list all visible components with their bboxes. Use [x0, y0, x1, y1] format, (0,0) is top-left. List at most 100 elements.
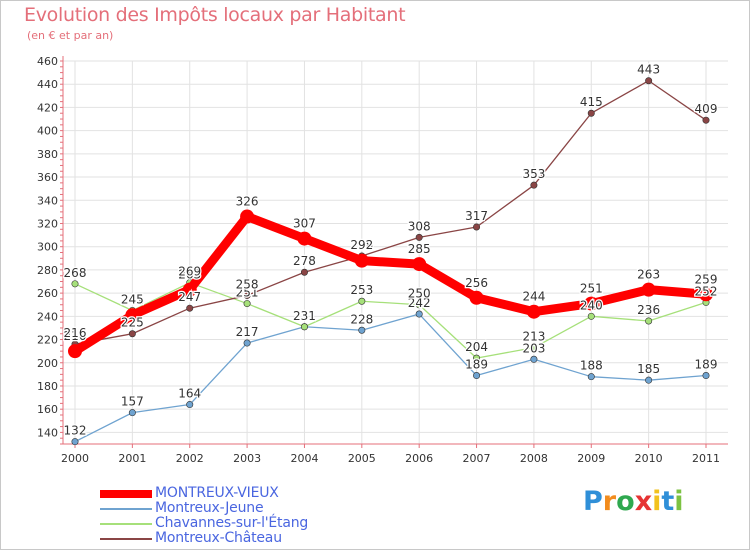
data-point — [240, 209, 255, 224]
data-point — [530, 355, 538, 363]
y-tick-label: 460 — [37, 55, 58, 68]
legend-label: Montreux-Jeune — [155, 500, 264, 516]
data-point — [587, 312, 595, 320]
data-label: 285 — [408, 242, 431, 256]
y-tick-label: 300 — [37, 241, 58, 254]
data-label: 326 — [236, 195, 259, 209]
data-point — [473, 223, 481, 231]
data-label: 247 — [178, 290, 201, 304]
data-label: 244 — [522, 290, 545, 304]
y-tick-label: 400 — [37, 125, 58, 138]
data-point — [71, 280, 79, 288]
legend-swatch — [100, 522, 152, 525]
x-tick-label: 2005 — [348, 452, 376, 465]
data-point — [530, 181, 538, 189]
data-label: 250 — [408, 287, 431, 301]
series-line — [74, 80, 707, 345]
data-label: 185 — [637, 362, 660, 376]
data-point — [702, 372, 710, 380]
data-label: 236 — [637, 303, 660, 317]
data-label: 210 — [64, 329, 87, 343]
legend-swatch — [100, 507, 152, 510]
data-point — [358, 297, 366, 305]
data-label: 263 — [637, 268, 660, 282]
y-tick-label: 380 — [37, 148, 58, 161]
x-tick-label: 2002 — [176, 452, 204, 465]
data-point — [125, 308, 140, 323]
data-point — [186, 401, 194, 409]
data-label: 269 — [178, 265, 201, 279]
y-tick-label: 440 — [37, 78, 58, 91]
data-point — [587, 109, 595, 117]
data-label: 216 — [64, 326, 87, 340]
y-tick-label: 260 — [37, 287, 58, 300]
data-point — [128, 409, 136, 417]
data-label: 132 — [64, 424, 87, 438]
legend-item: MONTREUX-VIEUX — [100, 486, 308, 501]
data-label: 217 — [236, 325, 259, 339]
data-point — [473, 372, 481, 380]
data-point — [469, 290, 484, 305]
data-point — [300, 323, 308, 331]
data-label: 409 — [695, 102, 718, 116]
data-point — [699, 287, 713, 302]
data-point — [415, 233, 423, 241]
x-tick-label: 2000 — [61, 452, 89, 465]
data-point — [182, 282, 197, 297]
data-point — [587, 373, 595, 381]
data-point — [584, 296, 599, 311]
data-point — [526, 304, 541, 319]
data-point — [415, 310, 423, 318]
data-label: 189 — [465, 358, 488, 372]
data-point — [358, 326, 366, 334]
x-tick-label: 2008 — [520, 452, 548, 465]
logo-letter: t — [661, 486, 675, 517]
y-tick-label: 200 — [37, 357, 58, 370]
chart-title: Evolution des Impôts locaux par Habitant — [24, 4, 406, 26]
data-point — [412, 257, 427, 272]
data-label: 308 — [408, 219, 431, 233]
data-point — [71, 438, 79, 446]
logo-letter: i — [674, 486, 684, 517]
proxiti-logo: Proxiti — [583, 486, 684, 517]
data-point — [243, 291, 251, 299]
data-label: 164 — [178, 387, 201, 401]
x-tick-label: 2009 — [577, 452, 605, 465]
data-label: 189 — [695, 358, 718, 372]
x-tick-label: 2003 — [233, 452, 261, 465]
chart-subtitle: (en € et par an) — [27, 29, 114, 42]
data-label: 253 — [350, 283, 373, 297]
y-tick-label: 320 — [37, 217, 58, 230]
data-point — [415, 301, 423, 309]
y-tick-label: 360 — [37, 171, 58, 184]
data-label: 228 — [350, 312, 373, 326]
logo-letter: x — [634, 486, 653, 517]
data-label: 252 — [695, 284, 718, 298]
y-tick-label: 240 — [37, 310, 58, 323]
y-tick-label: 140 — [37, 426, 58, 439]
data-label: 263 — [178, 268, 201, 282]
data-point — [300, 268, 308, 276]
data-point — [186, 304, 194, 312]
data-label: 443 — [637, 63, 660, 77]
data-label: 353 — [522, 167, 545, 181]
legend-item: Montreux-Château — [100, 531, 308, 546]
data-label: 240 — [580, 298, 603, 312]
data-point — [641, 282, 656, 297]
data-label: 251 — [236, 286, 259, 300]
data-label: 242 — [408, 296, 431, 310]
x-tick-label: 2011 — [692, 452, 720, 465]
legend-item: Chavannes-sur-l'Étang — [100, 516, 308, 531]
x-tick-label: 2007 — [463, 452, 491, 465]
logo-letter: o — [616, 486, 635, 517]
legend-swatch — [100, 489, 152, 498]
data-point — [243, 339, 251, 347]
data-point — [530, 344, 538, 352]
y-tick-label: 280 — [37, 264, 58, 277]
data-label: 231 — [293, 309, 316, 323]
data-label: 213 — [522, 330, 545, 344]
data-point — [702, 116, 710, 124]
data-label: 204 — [465, 340, 488, 354]
legend-swatch — [100, 537, 152, 540]
